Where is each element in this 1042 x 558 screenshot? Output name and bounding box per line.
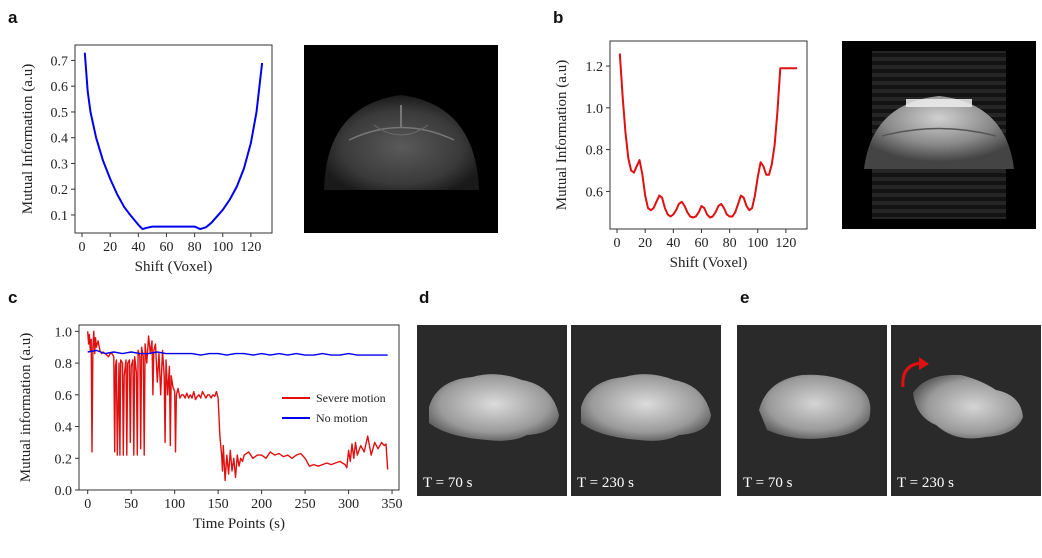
x-tick-label: 50	[124, 497, 138, 512]
series-line-c-0	[87, 330, 389, 482]
y-tick-label: 0.1	[51, 209, 69, 224]
x-tick-label: 120	[240, 240, 261, 255]
x-tick-label: 300	[338, 497, 359, 512]
y-axis-label: Mutual information (a.u)	[18, 333, 34, 483]
panel-label-b: b	[553, 8, 564, 27]
chart-a-mutual-information-blue: 0 20 40 60 80 100 120 0.1 0.2 0.3 0.4 0.5 0.6 0.7 Shif…	[20, 44, 273, 275]
x-tick-label: 0	[614, 236, 621, 251]
y-tick-label: 0.6	[55, 389, 73, 404]
x-tick-label: 100	[212, 240, 233, 255]
series-line-c-1	[87, 349, 388, 356]
time-label-e-right: T = 230 s	[897, 475, 954, 491]
plot-frame-b	[609, 40, 808, 230]
x-tick-label: 100	[164, 497, 185, 512]
mri-image-a	[304, 45, 498, 233]
series-line-b-0	[618, 53, 798, 219]
y-tick-label: 0.2	[55, 452, 73, 467]
chart-b-mutual-information-red: 0 20 40 60 80 100 120 0.6 0.8 1.0 1.2 Shift (Voxel)…	[554, 40, 808, 271]
y-tick-label: 0.6	[586, 185, 604, 200]
x-tick-label: 60	[159, 240, 173, 255]
x-tick-label: 20	[638, 236, 652, 251]
x-tick-label: 80	[723, 236, 737, 251]
x-tick-label: 40	[666, 236, 680, 251]
x-tick-label: 20	[103, 240, 117, 255]
y-tick-label: 0.0	[55, 484, 73, 499]
panel-label-e: e	[740, 288, 750, 307]
x-tick-label: 40	[131, 240, 145, 255]
x-tick-label: 0	[79, 240, 86, 255]
y-tick-label: 0.4	[51, 132, 69, 147]
time-label-e-left: T = 70 s	[743, 475, 793, 491]
y-tick-label: 0.7	[51, 54, 69, 69]
x-axis-label: Time Points (s)	[193, 516, 285, 532]
y-axis-label: Mutual Information (a.u)	[20, 64, 36, 214]
panel-label-c: c	[8, 288, 18, 307]
y-tick-label: 0.5	[51, 106, 69, 121]
mri-image-d-t70: T = 70 s	[417, 325, 567, 496]
y-tick-label: 1.2	[586, 60, 604, 75]
x-tick-label: 80	[188, 240, 202, 255]
y-axis-label: Mutual Information (a.u)	[554, 60, 570, 210]
y-tick-label: 0.3	[51, 157, 69, 172]
rotation-arrow-icon	[901, 361, 922, 388]
y-tick-label: 1.0	[586, 102, 604, 117]
panel-label-d: d	[419, 288, 430, 307]
x-axis-label: Shift (Voxel)	[135, 259, 213, 275]
plot-frame-a	[74, 44, 273, 234]
x-tick-label: 250	[295, 497, 316, 512]
x-tick-label: 350	[382, 497, 403, 512]
mri-image-e-t230: T = 230 s	[891, 325, 1041, 496]
legend-label: Severe motion	[316, 391, 386, 405]
panel-label-a: a	[8, 8, 18, 27]
mri-image-d-t230: T = 230 s	[571, 325, 721, 496]
y-tick-label: 1.0	[55, 325, 73, 340]
x-tick-label: 150	[208, 497, 229, 512]
x-tick-label: 0	[84, 497, 91, 512]
x-axis-label: Shift (Voxel)	[670, 255, 748, 271]
plot-frame-c	[78, 324, 400, 491]
y-tick-label: 0.4	[55, 421, 73, 436]
x-tick-label: 200	[251, 497, 272, 512]
time-label-d-left: T = 70 s	[423, 475, 473, 491]
y-tick-label: 0.8	[586, 144, 604, 159]
x-tick-label: 120	[775, 236, 796, 251]
y-tick-label: 0.2	[51, 183, 69, 198]
x-tick-label: 60	[694, 236, 708, 251]
legend-label: No motion	[316, 411, 368, 425]
y-tick-label: 0.6	[51, 80, 69, 95]
x-tick-label: 100	[747, 236, 768, 251]
time-label-d-right: T = 230 s	[577, 475, 634, 491]
mri-image-e-t70: T = 70 s	[737, 325, 887, 496]
chart-c-mutual-information-time: 0 50 100 150 200 250 300 350 0.0 0.2 0.4 0.6 0.8 1.0 T…	[18, 324, 403, 532]
series-line-a-0	[83, 52, 264, 231]
y-tick-label: 0.8	[55, 357, 73, 372]
mri-image-b	[842, 41, 1036, 229]
